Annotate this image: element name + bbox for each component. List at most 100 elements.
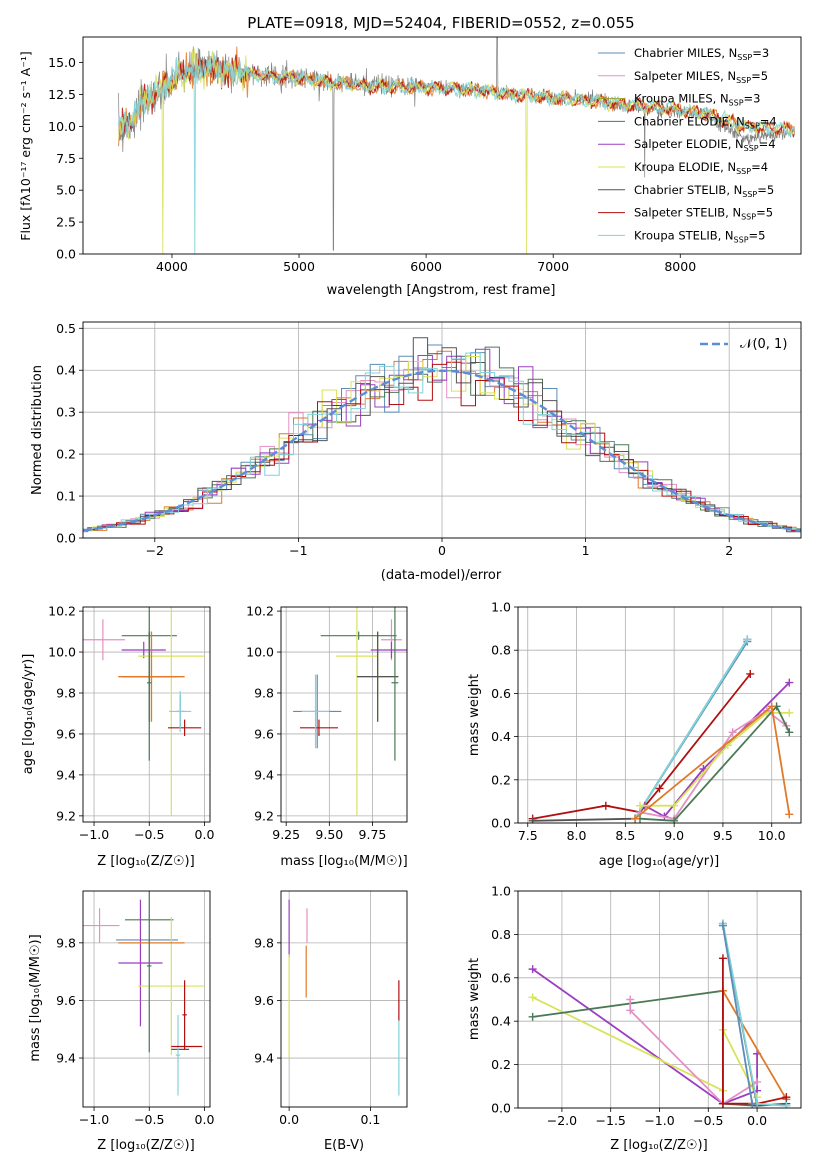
y-tick-label: 0.0 (491, 816, 511, 831)
y-tick-label: 9.4 (56, 1051, 76, 1066)
x-tick-label: 0.1 (360, 1112, 380, 1127)
x-tick-label: −2.0 (547, 1113, 577, 1128)
weight-marker (626, 1006, 635, 1015)
legend-entry: Kroupa MILES, NSSP=3 (634, 92, 760, 108)
x-tick-label: 9.0 (664, 828, 684, 843)
y-tick-label: 0.8 (491, 927, 511, 942)
weight-marker (718, 921, 727, 930)
x-tick-label: 9.75 (359, 827, 387, 842)
x-tick-label: 9.5 (713, 828, 733, 843)
weight-marker (670, 801, 679, 810)
y-tick-label: 9.6 (56, 726, 76, 741)
model-spectrum-line (118, 46, 795, 147)
labels-layer: 4000 5000 6000 7000 80000.02.55.07.510.012.5… (48, 46, 786, 1128)
y-tick-label: 1.0 (491, 884, 511, 899)
weight-marker (785, 728, 794, 737)
weight-series-line (639, 709, 787, 820)
x-tick-label: 0 (438, 543, 446, 558)
x-tick-label: 10.0 (758, 828, 786, 843)
weight-series-line (640, 711, 790, 807)
y-tick-label: 10.0 (48, 119, 76, 134)
weight-marker (753, 1077, 762, 1086)
y-tick-label: 0.2 (491, 1057, 511, 1072)
y-tick-label: 9.4 (254, 1051, 274, 1066)
y-tick-label: 9.8 (254, 686, 274, 701)
weight-series-line (722, 958, 787, 1105)
legend-entry: Chabrier STELIB, NSSP=5 (634, 183, 774, 199)
x-tick-label: 6000 (410, 259, 442, 274)
histogram-step-line (83, 352, 801, 532)
grid-layer (83, 322, 801, 1109)
weight-marker (743, 635, 752, 644)
spectrum-xlabel: wavelength [Angstrom, rest frame] (327, 283, 556, 298)
x-tick-label: 5000 (283, 259, 315, 274)
weight-marker (718, 1099, 727, 1108)
x-tick-label: −0.5 (693, 1113, 723, 1128)
y-tick-label: 9.6 (254, 726, 274, 741)
weight-series-line (532, 638, 749, 822)
histogram-step-line (83, 348, 801, 532)
y-tick-label: 0.4 (56, 363, 76, 378)
y-tick-label: 0.6 (491, 970, 511, 985)
weight-marker (528, 965, 537, 974)
x-tick-label: −0.5 (134, 827, 164, 842)
weight-marker (655, 784, 664, 793)
x-tick-label: 0.0 (747, 1113, 767, 1128)
model-spectrum-line (118, 52, 795, 254)
y-tick-label: 0.0 (56, 531, 76, 546)
weight-series-line (722, 990, 788, 1100)
x-tick-label: 0.0 (195, 1112, 215, 1127)
x-tick-label: 8000 (664, 259, 696, 274)
weight-marker (785, 708, 794, 717)
weight-marker (782, 1101, 791, 1108)
weight-series-line (722, 923, 787, 1107)
weight-series-line (722, 923, 787, 1107)
weight-age-xlabel: age [log₁₀(age/yr)] (599, 854, 720, 869)
weight-series-line (532, 673, 752, 820)
y-tick-label: 9.8 (56, 935, 76, 950)
weight-z-ylabel: mass weight (467, 958, 482, 1040)
weight-marker (670, 816, 679, 823)
x-tick-label: 0.0 (195, 827, 215, 842)
y-tick-label: 10.2 (246, 604, 274, 619)
weight-marker (601, 801, 610, 810)
weight-series-line (639, 704, 791, 822)
legend-entry: Salpeter MILES, NSSP=5 (634, 69, 768, 85)
y-tick-label: 9.6 (254, 993, 274, 1008)
axes-frame (517, 890, 802, 1109)
x-tick-label: −2 (146, 543, 164, 558)
weight-marker (718, 954, 727, 963)
y-tick-label: 10.0 (246, 645, 274, 660)
age-mass-xlabel: mass [log₁₀(M/M☉)] (280, 854, 407, 869)
x-tick-label: −1.0 (644, 1113, 674, 1128)
histogram-step-line (83, 361, 801, 532)
y-tick-label: 2.5 (56, 215, 76, 230)
x-tick-label: −1 (289, 543, 307, 558)
axes-frame (517, 606, 802, 824)
x-tick-label: 8.0 (567, 828, 587, 843)
y-tick-label: 0.1 (56, 489, 76, 504)
axes-frame (280, 606, 408, 823)
weight-marker (785, 810, 794, 819)
axes-frames (79, 36, 802, 1112)
weight-series-line (644, 681, 790, 818)
axes-frame (82, 321, 802, 539)
weight-marker (746, 669, 755, 678)
y-tick-label: 9.2 (254, 808, 274, 823)
axes-frame (280, 890, 408, 1108)
x-tick-label: 0.0 (279, 1112, 299, 1127)
axes-frame (82, 890, 211, 1108)
legend-entry: Chabrier MILES, NSSP=3 (634, 46, 769, 62)
legend-entry: Chabrier ELODIE, NSSP=4 (634, 114, 777, 130)
weight-marker (767, 702, 776, 711)
y-tick-label: 0.4 (491, 729, 511, 744)
weight-z-xlabel: Z [log₁₀(Z/Z☉)] (610, 1138, 707, 1153)
y-tick-label: 0.6 (491, 686, 511, 701)
residuals-ylabel: Normed distribution (30, 365, 45, 495)
legend-entry: Salpeter STELIB, NSSP=5 (634, 206, 773, 222)
gaussian-legend-label: 𝒩(0, 1) (740, 337, 787, 352)
x-tick-label: 9.50 (315, 827, 343, 842)
mass-z-ylabel: mass [log₁₀(M/M☉)] (28, 934, 43, 1061)
weight-series-line (532, 968, 758, 1105)
